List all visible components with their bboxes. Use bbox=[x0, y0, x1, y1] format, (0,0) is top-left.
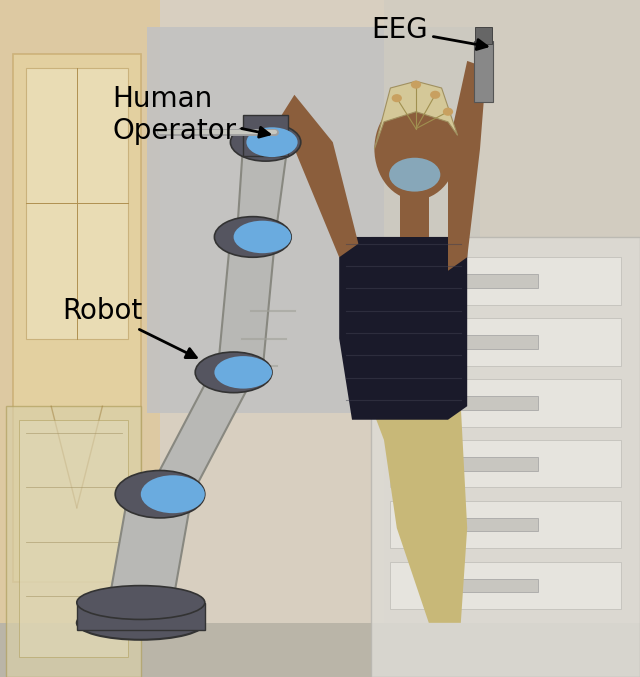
Bar bbox=[474, 41, 493, 102]
Polygon shape bbox=[282, 95, 358, 257]
Polygon shape bbox=[109, 494, 192, 603]
Bar bbox=[390, 257, 621, 305]
Polygon shape bbox=[371, 406, 467, 623]
Bar bbox=[461, 335, 538, 349]
Text: EEG: EEG bbox=[371, 16, 487, 49]
Bar bbox=[390, 562, 621, 609]
Bar bbox=[461, 457, 538, 471]
Polygon shape bbox=[448, 61, 486, 271]
Bar bbox=[371, 237, 640, 677]
Ellipse shape bbox=[234, 221, 291, 253]
Ellipse shape bbox=[411, 81, 421, 89]
Bar bbox=[0, 0, 160, 677]
Bar bbox=[390, 440, 621, 487]
Bar bbox=[390, 318, 621, 366]
Ellipse shape bbox=[392, 94, 402, 102]
Polygon shape bbox=[374, 81, 458, 149]
Ellipse shape bbox=[141, 475, 205, 513]
Bar bbox=[384, 0, 640, 677]
Bar bbox=[400, 183, 429, 237]
Polygon shape bbox=[218, 237, 275, 372]
Bar bbox=[243, 115, 288, 156]
Ellipse shape bbox=[374, 98, 458, 200]
Bar bbox=[461, 274, 538, 288]
Polygon shape bbox=[147, 372, 256, 494]
Polygon shape bbox=[237, 142, 288, 237]
Bar bbox=[0, 623, 640, 677]
Bar bbox=[390, 379, 621, 427]
Text: Human
Operator: Human Operator bbox=[112, 85, 269, 145]
Polygon shape bbox=[339, 237, 467, 420]
Bar bbox=[77, 603, 205, 630]
Bar bbox=[461, 579, 538, 592]
Ellipse shape bbox=[246, 127, 298, 157]
Ellipse shape bbox=[443, 108, 453, 116]
Ellipse shape bbox=[77, 586, 205, 619]
Bar bbox=[26, 68, 128, 338]
Bar bbox=[13, 54, 141, 582]
Ellipse shape bbox=[77, 606, 205, 640]
Text: Robot: Robot bbox=[63, 297, 196, 357]
Bar bbox=[461, 396, 538, 410]
Bar bbox=[147, 27, 480, 413]
Ellipse shape bbox=[430, 91, 440, 99]
Ellipse shape bbox=[214, 217, 291, 257]
Bar bbox=[390, 501, 621, 548]
Bar bbox=[475, 27, 492, 44]
Ellipse shape bbox=[115, 471, 205, 518]
Ellipse shape bbox=[230, 123, 301, 161]
Ellipse shape bbox=[389, 158, 440, 192]
Ellipse shape bbox=[214, 356, 272, 389]
Bar bbox=[19, 420, 128, 657]
Ellipse shape bbox=[195, 352, 272, 393]
Bar bbox=[461, 518, 538, 531]
Bar bbox=[6, 406, 141, 677]
